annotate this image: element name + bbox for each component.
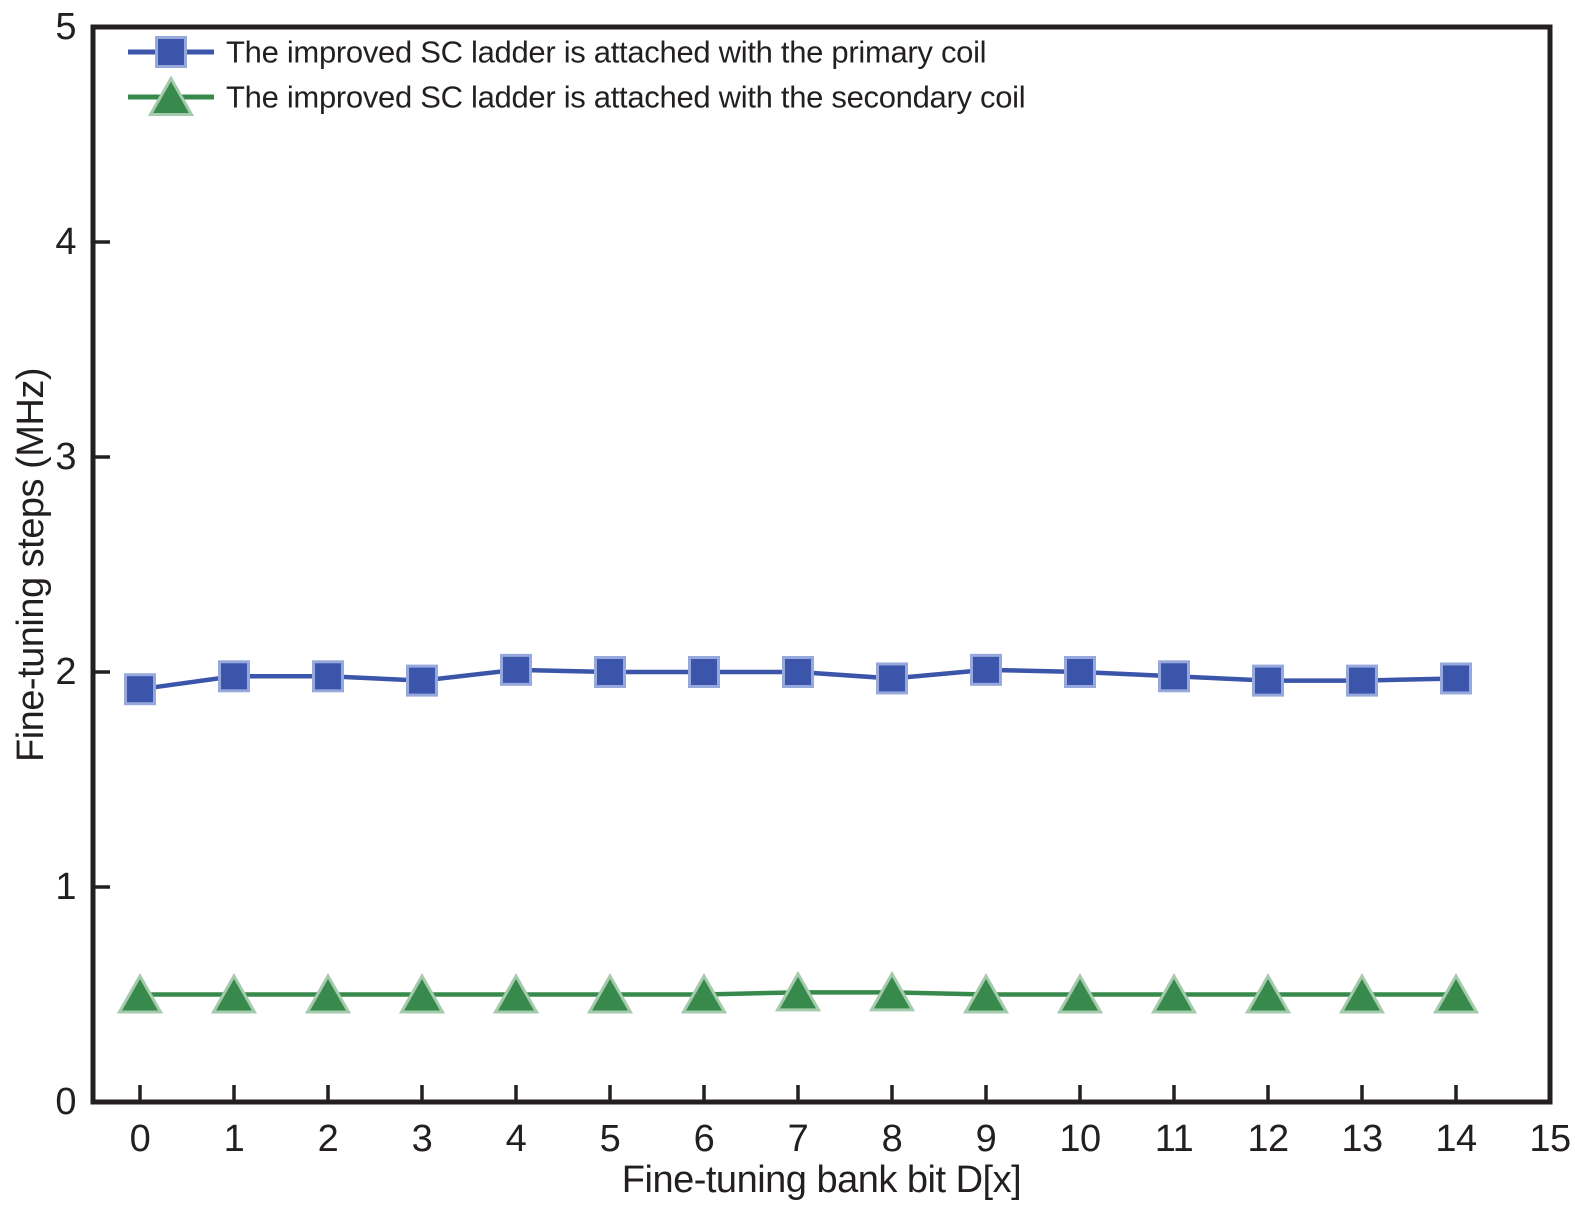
y-tick-label: 0 <box>55 1081 76 1123</box>
data-point-marker-1 <box>1338 972 1386 1014</box>
x-tick-label: 10 <box>1059 1118 1100 1160</box>
x-tick-label: 7 <box>788 1118 809 1160</box>
x-axis-title: Fine-tuning bank bit D[x] <box>622 1159 1021 1201</box>
x-tick-label: 14 <box>1435 1118 1477 1160</box>
data-point-marker-1 <box>492 972 540 1014</box>
x-tick-label: 2 <box>318 1118 339 1160</box>
legend-item-label: The improved SC ladder is attached with … <box>226 80 1025 115</box>
data-point-marker-0 <box>1346 664 1378 697</box>
data-point-marker-0 <box>1252 664 1284 697</box>
legend-marker-0 <box>155 36 187 68</box>
data-point-marker-1 <box>1244 972 1292 1014</box>
data-point-marker-1 <box>210 972 258 1014</box>
x-tick-label: 1 <box>224 1118 245 1160</box>
x-tick-label: 8 <box>882 1118 903 1160</box>
data-point-marker-0 <box>876 662 908 695</box>
x-tick-label: 0 <box>130 1118 151 1160</box>
y-tick-label: 4 <box>55 221 76 263</box>
data-point-marker-1 <box>1056 972 1104 1014</box>
data-point-marker-0 <box>406 664 438 697</box>
legend-item-label: The improved SC ladder is attached with … <box>226 35 986 70</box>
x-tick-label: 11 <box>1155 1118 1193 1160</box>
data-point-marker-1 <box>116 972 164 1014</box>
data-point-marker-0 <box>1440 662 1472 695</box>
data-point-marker-1 <box>962 972 1010 1014</box>
data-point-marker-1 <box>868 970 916 1012</box>
data-point-marker-1 <box>398 972 446 1014</box>
x-tick-label: 9 <box>976 1118 997 1160</box>
data-point-marker-1 <box>680 972 728 1014</box>
data-point-marker-0 <box>500 653 532 686</box>
data-point-marker-0 <box>1064 656 1096 688</box>
x-tick-label: 4 <box>506 1118 527 1160</box>
y-tick-label: 5 <box>55 6 76 48</box>
x-tick-label: 3 <box>412 1118 433 1160</box>
data-point-marker-1 <box>774 970 822 1012</box>
data-point-marker-0 <box>1158 660 1190 693</box>
data-point-marker-0 <box>970 653 1002 686</box>
data-point-marker-1 <box>1150 972 1198 1014</box>
data-point-marker-0 <box>124 673 156 706</box>
data-point-marker-0 <box>218 660 250 693</box>
y-tick-label: 2 <box>55 651 76 693</box>
y-tick-label: 1 <box>55 866 76 908</box>
data-point-marker-1 <box>1432 972 1480 1014</box>
x-tick-label: 5 <box>600 1118 621 1160</box>
x-tick-label: 15 <box>1529 1118 1570 1160</box>
x-tick-label: 13 <box>1341 1118 1382 1160</box>
x-tick-label: 12 <box>1247 1118 1288 1160</box>
plot-border <box>90 24 1553 1105</box>
data-point-marker-1 <box>304 972 352 1014</box>
data-point-marker-0 <box>688 656 720 688</box>
x-tick-label: 6 <box>694 1118 715 1160</box>
data-point-marker-0 <box>594 656 626 688</box>
y-tick-label: 3 <box>55 436 76 478</box>
legend-marker-1 <box>147 75 195 116</box>
y-axis-title: Fine-tuning steps (MHz) <box>10 368 52 762</box>
data-point-marker-0 <box>782 656 814 688</box>
data-point-marker-1 <box>586 972 634 1014</box>
data-point-marker-0 <box>312 660 344 693</box>
